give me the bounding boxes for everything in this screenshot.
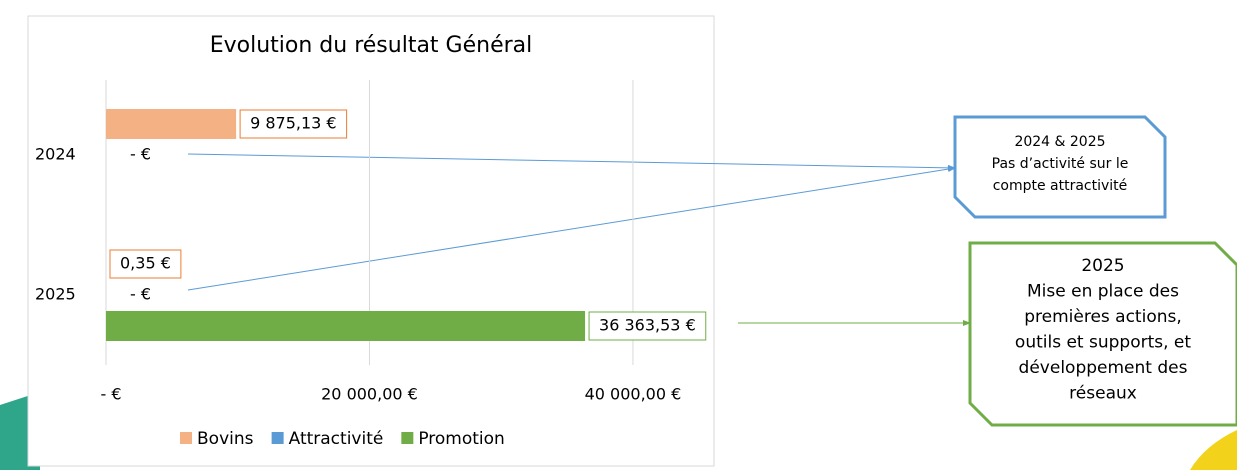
legend-label: Bovins bbox=[197, 429, 254, 449]
x-tick-label: 20 000,00 € bbox=[321, 385, 418, 404]
x-tick-label: - € bbox=[100, 385, 121, 404]
decor-shape bbox=[1190, 430, 1237, 470]
legend-swatch bbox=[271, 432, 284, 444]
callout-text: compte attractivité bbox=[993, 178, 1128, 194]
arrow bbox=[187, 153, 956, 171]
chart-title: Evolution du résultat Général bbox=[210, 33, 533, 58]
data-label-box bbox=[109, 249, 182, 279]
callout-text: Mise en place des bbox=[1027, 282, 1179, 302]
y-tick-label: 2024 bbox=[35, 145, 76, 164]
y-tick-label: 2025 bbox=[35, 285, 76, 304]
callout-box bbox=[953, 115, 1167, 219]
data-label-box bbox=[588, 311, 707, 341]
bar bbox=[106, 311, 586, 341]
callout-text: développement des bbox=[1019, 358, 1188, 378]
data-label: - € bbox=[130, 145, 151, 164]
callout-text: Pas d’activité sur le bbox=[992, 156, 1129, 172]
callout-text: premières actions, bbox=[1024, 307, 1182, 327]
legend-swatch bbox=[180, 432, 192, 444]
callout-text: 2025 bbox=[1081, 256, 1124, 276]
callout-text: 2024 & 2025 bbox=[1014, 134, 1105, 150]
callout-text: outils et supports, et bbox=[1015, 333, 1191, 353]
callout-box bbox=[968, 241, 1237, 427]
data-label: - € bbox=[130, 285, 151, 304]
data-label: 9 875,13 € bbox=[250, 114, 337, 133]
data-label: 0,35 € bbox=[120, 254, 171, 273]
legend-label: Promotion bbox=[418, 429, 505, 449]
data-label: 36 363,53 € bbox=[599, 316, 696, 335]
x-tick-label: 40 000,00 € bbox=[585, 385, 682, 404]
arrow bbox=[187, 166, 956, 291]
bar bbox=[106, 109, 237, 139]
legend-swatch bbox=[401, 432, 414, 444]
legend-label: Attractivité bbox=[289, 429, 384, 449]
chart-area bbox=[27, 15, 715, 467]
callout-text: réseaux bbox=[1069, 384, 1137, 404]
data-label-box bbox=[239, 109, 348, 139]
